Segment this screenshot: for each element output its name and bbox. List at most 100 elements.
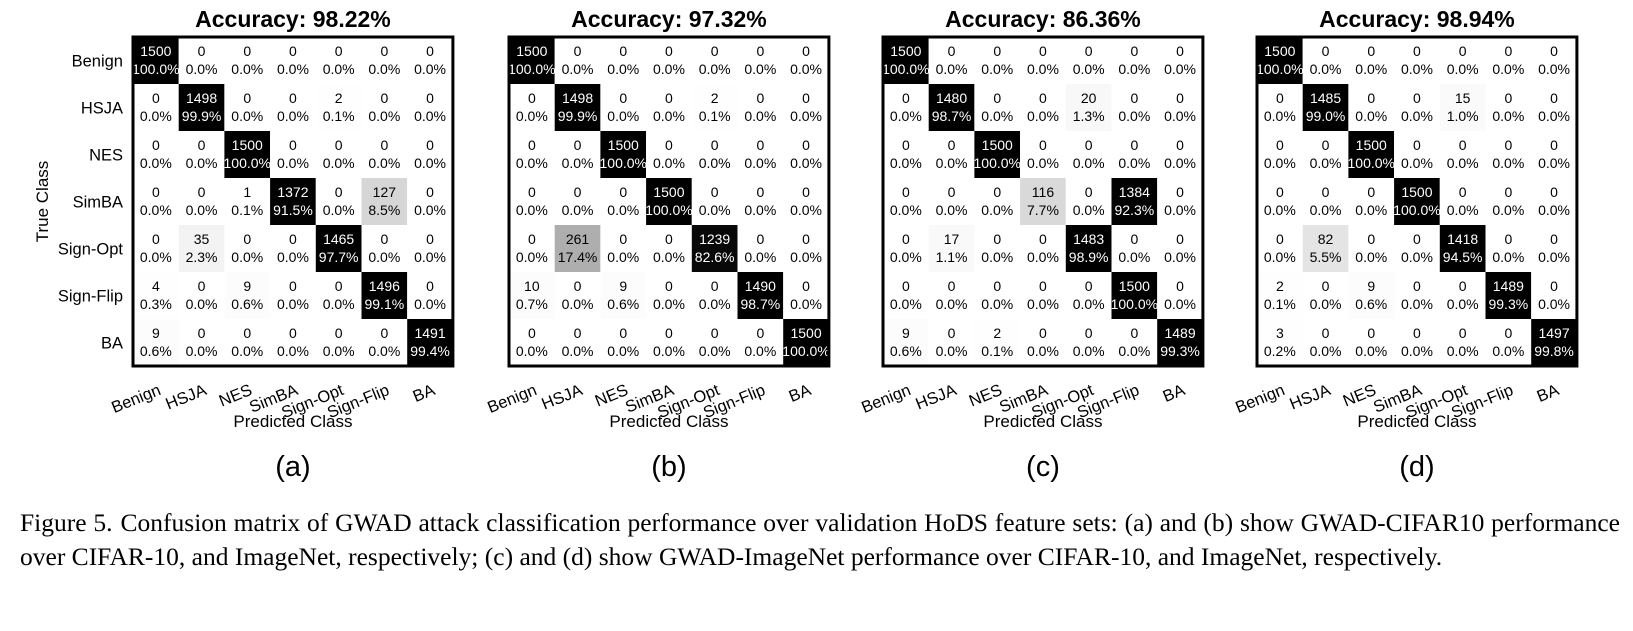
- cell-count: 1239: [699, 231, 730, 247]
- cell-count: 0: [993, 184, 1001, 200]
- cell-count: 0: [1367, 184, 1375, 200]
- matrix-cell: [224, 131, 271, 178]
- cell-count: 0: [802, 137, 810, 153]
- cell-count: 0: [528, 325, 536, 341]
- cell-count: 0: [756, 231, 764, 247]
- matrix-cell: [691, 225, 738, 272]
- matrix-cell: [783, 84, 829, 131]
- cell-count: 0: [902, 184, 910, 200]
- cell-count: 0: [1176, 90, 1184, 106]
- matrix-cell: [783, 319, 829, 366]
- matrix-cell: [270, 131, 316, 178]
- cell-count: 0: [948, 184, 956, 200]
- cell-count: 0: [619, 90, 627, 106]
- cell-count: 0: [993, 278, 1001, 294]
- cell-percent: 0.0%: [186, 296, 218, 312]
- cell-count: 0: [1322, 43, 1330, 59]
- cell-count: 0: [1322, 278, 1330, 294]
- cell-percent: 0.0%: [231, 108, 263, 124]
- matrix-cell: [1302, 131, 1349, 178]
- cell-percent: 0.0%: [140, 155, 172, 171]
- matrix-cell: [1439, 225, 1486, 272]
- cell-percent: 0.0%: [562, 296, 594, 312]
- matrix-cell: [737, 225, 784, 272]
- y-tick-label: HSJA: [81, 100, 123, 118]
- matrix-cell: [509, 131, 555, 178]
- matrix-cell: [783, 37, 829, 84]
- matrix-cell: [224, 319, 271, 366]
- cell-percent: 98.9%: [1069, 249, 1109, 265]
- cell-count: 1500: [1119, 278, 1150, 294]
- matrix-cell: [1394, 225, 1440, 272]
- matrix-cell: [133, 319, 179, 366]
- cell-percent: 100.0%: [974, 155, 1021, 171]
- cell-percent: 0.0%: [368, 343, 400, 359]
- cell-count: 0: [711, 43, 719, 59]
- cell-percent: 0.0%: [1310, 61, 1342, 77]
- cell-count: 1500: [982, 137, 1013, 153]
- cell-count: 1489: [1493, 278, 1524, 294]
- cell-count: 0: [1367, 325, 1375, 341]
- cell-count: 2: [711, 90, 719, 106]
- cell-percent: 0.0%: [699, 202, 731, 218]
- cell-count: 1384: [1119, 184, 1150, 200]
- chart-title: Accuracy: 97.32%: [571, 6, 767, 32]
- matrix-cell: [646, 84, 692, 131]
- cell-count: 0: [711, 137, 719, 153]
- cell-count: 0: [1550, 43, 1558, 59]
- cell-percent: 0.0%: [323, 61, 355, 77]
- cell-count: 1490: [745, 278, 776, 294]
- cell-count: 2: [1276, 278, 1284, 294]
- cell-percent: 0.0%: [699, 296, 731, 312]
- cell-count: 0: [574, 184, 582, 200]
- caption-text: Confusion matrix of GWAD attack classifi…: [20, 508, 1620, 571]
- cell-count: 1500: [140, 43, 171, 59]
- cell-count: 0: [198, 278, 206, 294]
- cell-count: 1480: [936, 90, 967, 106]
- matrix-cell: [361, 37, 408, 84]
- cell-percent: 0.0%: [1492, 343, 1524, 359]
- cell-count: 0: [1413, 90, 1421, 106]
- cell-percent: 0.3%: [140, 296, 172, 312]
- matrix-cell: [178, 178, 225, 225]
- matrix-cell: [178, 37, 225, 84]
- cell-percent: 0.0%: [981, 202, 1013, 218]
- matrix-cell: [361, 84, 408, 131]
- cell-percent: 0.0%: [936, 155, 968, 171]
- y-tick-label: SimBA: [73, 194, 123, 212]
- cell-percent: 100.0%: [1348, 155, 1395, 171]
- cell-count: 0: [426, 137, 434, 153]
- cell-count: 0: [1550, 137, 1558, 153]
- matrix-cell: [737, 37, 784, 84]
- cell-count: 0: [198, 43, 206, 59]
- cell-percent: 98.7%: [932, 108, 972, 124]
- x-tick-label: Benign: [1233, 381, 1287, 417]
- x-tick-label: HSJA: [913, 381, 959, 413]
- cell-percent: 100.0%: [1393, 202, 1440, 218]
- cell-count: 0: [528, 231, 536, 247]
- matrix-cell: [270, 319, 316, 366]
- cell-count: 0: [1413, 43, 1421, 59]
- cell-percent: 0.0%: [1355, 343, 1387, 359]
- cell-count: 1500: [608, 137, 639, 153]
- cell-count: 0: [1550, 90, 1558, 106]
- matrix-cell: [1348, 178, 1395, 225]
- matrix-cell: [1302, 84, 1349, 131]
- matrix-cell: [1111, 319, 1158, 366]
- matrix-cell: [974, 272, 1021, 319]
- cell-percent: 5.5%: [1310, 249, 1342, 265]
- cell-count: 17: [944, 231, 960, 247]
- cell-percent: 0.0%: [890, 202, 922, 218]
- y-tick-label: NES: [89, 147, 123, 165]
- cell-percent: 0.0%: [1355, 61, 1387, 77]
- cell-count: 261: [566, 231, 590, 247]
- cell-count: 0: [1276, 137, 1284, 153]
- matrix-cell: [1257, 37, 1303, 84]
- cell-percent: 0.0%: [323, 202, 355, 218]
- cell-count: 0: [1504, 137, 1512, 153]
- matrix-cell: [1020, 225, 1066, 272]
- cell-percent: 0.0%: [890, 155, 922, 171]
- cell-count: 0: [756, 43, 764, 59]
- cell-count: 0: [198, 137, 206, 153]
